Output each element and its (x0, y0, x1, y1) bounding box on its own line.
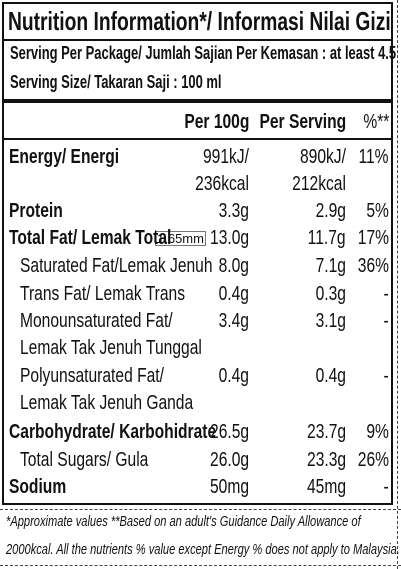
border (2, 503, 393, 505)
row-value: - (383, 310, 389, 332)
serving-per-package: Serving Per Package/ Jumlah Sajian Per K… (10, 43, 397, 63)
row-value: 23.7g (306, 421, 346, 443)
row-value: 17% (357, 227, 389, 249)
row-value: 236kcal (195, 173, 249, 195)
row-value: - (383, 283, 389, 305)
footnote: *Approximate values **Based on an adult'… (6, 513, 361, 530)
row-label: Polyunsaturated Fat/ (20, 365, 164, 387)
row-label: Lemak Tak Jenuh Tunggal (20, 337, 202, 359)
row-value: 45mg (306, 476, 346, 498)
row-value: 50mg (209, 476, 249, 498)
row-label: Energy/ Energi (9, 146, 120, 168)
row-label: Protein (9, 200, 63, 222)
divider (2, 138, 393, 140)
row-value: - (383, 365, 389, 387)
cut-line (0, 509, 401, 510)
cut-line (0, 565, 401, 566)
row-value: 890kJ/ (300, 146, 346, 168)
row-label: Sodium (9, 476, 67, 498)
row-value: - (383, 476, 389, 498)
divider (2, 99, 393, 103)
title: Nutrition Information*/ Informasi Nilai … (8, 6, 391, 36)
row-value: 11.7g (308, 227, 346, 249)
row-value: 0.4g (218, 283, 249, 305)
row-value: 991kJ/ (203, 146, 249, 168)
row-value: 212kcal (292, 173, 346, 195)
row-value: 9% (366, 421, 389, 443)
row-value: 5% (366, 200, 389, 222)
border (391, 2, 393, 505)
row-label: Total Sugars/ Gula (20, 449, 149, 471)
row-label: Total Fat/ Lemak Total (9, 227, 172, 249)
row-value: 3.3g (218, 200, 249, 222)
row-label: Lemak Tak Jenuh Ganda (20, 392, 194, 414)
row-label: Carbohydrate/ Karbohidrate (9, 421, 217, 443)
column-header: Per 100g (183, 111, 249, 133)
row-value: 8.0g (218, 255, 249, 277)
row-value: 0.3g (315, 283, 346, 305)
column-header: Per Serving (259, 111, 346, 133)
row-value: 7.1g (315, 255, 346, 277)
row-value: 36% (357, 255, 389, 277)
row-value: 26% (357, 449, 389, 471)
row-label: Monounsaturated Fat/ (20, 310, 173, 332)
column-header: %** (362, 111, 389, 133)
cut-line (397, 0, 398, 569)
border (2, 2, 4, 505)
row-label: Trans Fat/ Lemak Trans (20, 283, 186, 305)
row-value: 11% (358, 146, 389, 168)
dimension-annotation: 1.65mm (155, 231, 206, 246)
footnote: 2000kcal. All the nutrients % value exce… (6, 541, 400, 558)
border (2, 2, 393, 4)
row-value: 2.9g (315, 200, 346, 222)
row-value: 23.3g (306, 449, 346, 471)
row-value: 26.5g (209, 421, 249, 443)
row-value: 13.0g (209, 227, 249, 249)
row-value: 3.1g (315, 310, 346, 332)
serving-size: Serving Size/ Takaran Saji : 100 ml (10, 72, 222, 92)
row-label: Saturated Fat/Lemak Jenuh (20, 255, 213, 277)
row-value: 0.4g (218, 365, 249, 387)
row-value: 26.0g (209, 449, 249, 471)
row-value: 3.4g (218, 310, 249, 332)
divider (2, 39, 393, 41)
row-value: 0.4g (315, 365, 346, 387)
